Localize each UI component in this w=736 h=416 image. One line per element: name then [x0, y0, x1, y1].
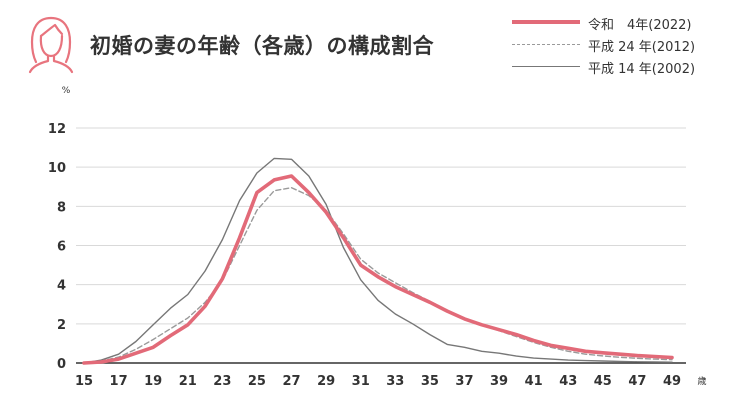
y-tick-label: 2: [57, 318, 66, 333]
y-tick-label: 0: [57, 357, 66, 372]
legend-label-2002: 平成 14 年(2002): [588, 62, 696, 77]
x-tick-label: 43: [559, 374, 577, 389]
x-tick-label: 37: [455, 374, 473, 389]
legend: 令和 4年(2022) 平成 24 年(2012) 平成 14 年(2002): [512, 12, 734, 78]
x-tick-label: 45: [594, 374, 612, 389]
legend-label-2012: 平成 24 年(2012): [588, 40, 696, 55]
legend-label-2022: 令和 4年(2022): [588, 18, 692, 33]
x-tick-label: 19: [144, 374, 162, 389]
x-tick-label: 27: [282, 374, 300, 389]
legend-entry-2012: 平成 24 年(2012): [512, 34, 734, 56]
x-tick-label: 29: [317, 374, 335, 389]
gridlines: [76, 127, 686, 325]
series-lines: [82, 157, 674, 365]
y-tick-label: 6: [57, 240, 66, 255]
series-line-1: [83, 186, 673, 364]
x-axis-unit-label: 歳: [697, 375, 706, 387]
legend-entry-2022: 令和 4年(2022): [512, 12, 734, 34]
x-tick-label: 35: [421, 374, 439, 389]
x-tick-label: 39: [490, 374, 508, 389]
x-tick-label: 47: [628, 374, 646, 389]
y-tick-label: 8: [57, 200, 66, 215]
legend-entry-2002: 平成 14 年(2002): [512, 56, 734, 78]
x-tick-label: 17: [110, 374, 128, 389]
tick-labels: 0 2 4 6 8 10 12% 15 17 19 21 23 25 27 29 31 33 35 37 39 41 43…: [48, 86, 707, 389]
x-tick-label: 41: [525, 374, 543, 389]
y-tick-label: 4: [57, 279, 66, 294]
x-tick-label: 15: [75, 374, 93, 389]
chart-title: 初婚の妻の年齢（各歳）の構成割合: [90, 34, 434, 58]
series-line-2: [83, 157, 673, 364]
x-tick-label: 31: [352, 374, 370, 389]
series-line-0: [82, 174, 674, 365]
legend-swatch-2002: [512, 66, 580, 67]
legend-swatch-2022: [512, 20, 580, 24]
x-tick-label: 33: [386, 374, 404, 389]
x-tick-label: 25: [248, 374, 266, 389]
x-tick-label: 21: [179, 374, 197, 389]
y-axis-unit-label: %: [62, 86, 71, 96]
x-tick-label: 49: [663, 374, 681, 389]
x-tick-label: 23: [213, 374, 231, 389]
woman-face-icon: [28, 16, 74, 74]
legend-swatch-2012: [512, 44, 580, 45]
y-tick-label: 10: [48, 161, 66, 176]
y-tick-label: 12: [48, 122, 66, 137]
